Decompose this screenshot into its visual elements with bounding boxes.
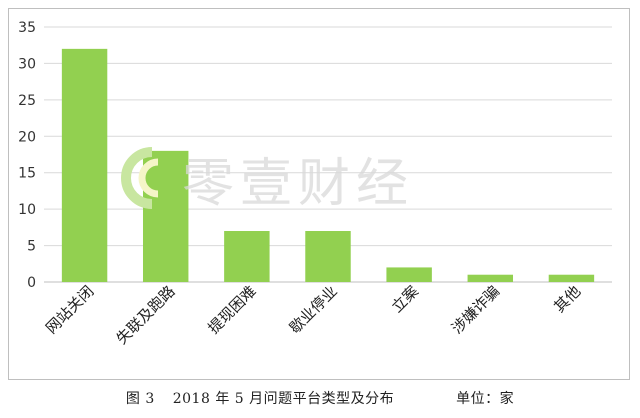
x-tick-label: 提现困难 (205, 282, 260, 337)
x-tick-label: 涉嫌诈骗 (448, 282, 503, 337)
chart-frame (8, 8, 630, 380)
y-tick-label: 5 (27, 239, 36, 255)
figure-title: 2018 年 5 月问题平台类型及分布 (172, 391, 395, 407)
bar (224, 231, 270, 282)
bar (142, 150, 189, 282)
y-axis-ticks: 0 5 10 15 20 25 30 35 (18, 20, 36, 291)
figure-label: 图 3 (125, 391, 155, 407)
x-tick-label: 其他 (550, 282, 584, 316)
bar (548, 274, 595, 282)
figure-caption: 图 3 2018 年 5 月问题平台类型及分布 单位：家 (0, 388, 640, 408)
y-tick-label: 25 (18, 93, 36, 109)
x-tick-label: 网站关闭 (42, 282, 97, 337)
bar (467, 274, 514, 282)
y-tick-label: 15 (18, 166, 36, 182)
x-tick-label: 立案 (388, 282, 422, 316)
grid-lines (44, 26, 612, 283)
bar (61, 48, 108, 282)
y-tick-label: 10 (18, 202, 36, 218)
y-tick-label: 35 (18, 20, 36, 36)
bars (61, 48, 595, 282)
x-axis-labels: 网站关闭 失联及跑路 提现困难 歇业停业 立案 涉嫌诈骗 其他 (42, 282, 584, 348)
watermark-text: 零壹财经 (182, 153, 415, 214)
unit-label: 单位：家 (456, 391, 515, 407)
bar (386, 267, 432, 282)
watermark: 零壹财经 (112, 142, 414, 214)
x-tick-label: 失联及跑路 (113, 282, 179, 348)
watermark-logo-icon (121, 147, 159, 209)
x-tick-label: 歇业停业 (286, 282, 341, 337)
bar (305, 231, 351, 282)
y-tick-label: 0 (27, 275, 36, 291)
y-tick-label: 20 (18, 129, 36, 145)
y-tick-label: 30 (18, 56, 36, 72)
